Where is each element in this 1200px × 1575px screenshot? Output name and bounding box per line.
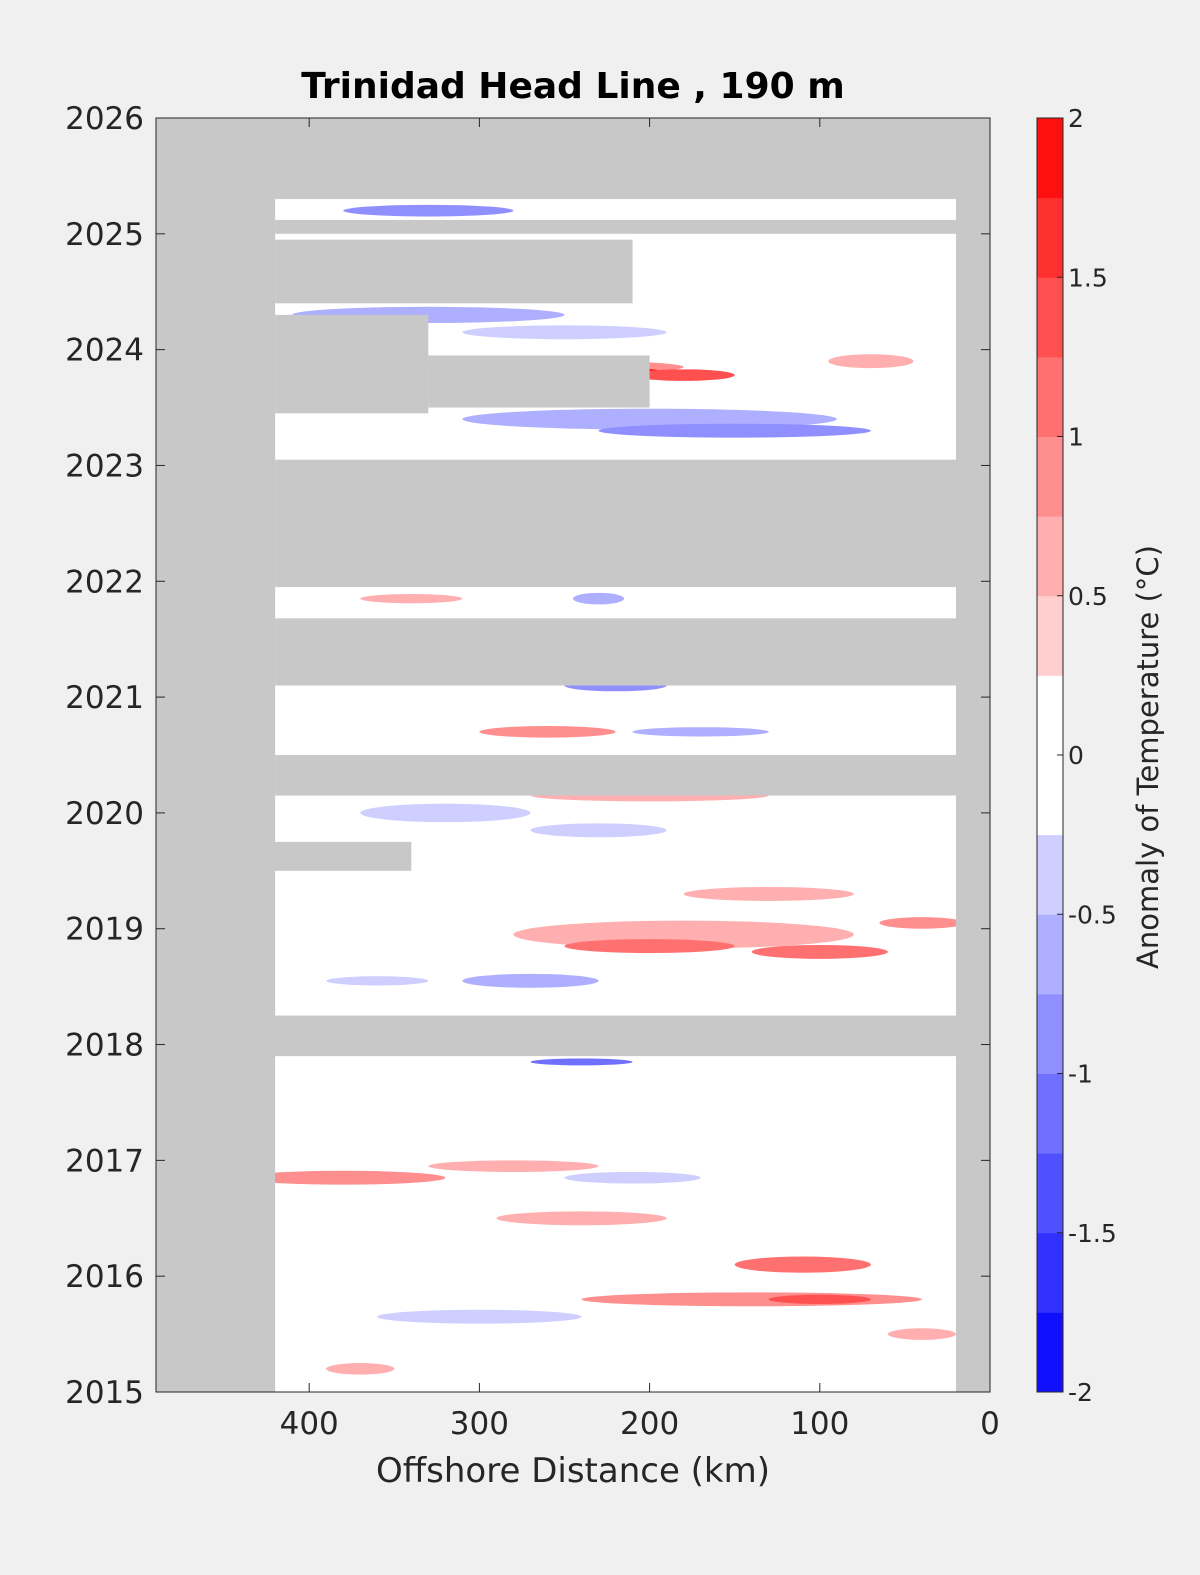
nodata-region xyxy=(275,239,633,304)
y-tick-label: 2019 xyxy=(65,912,144,948)
x-axis: 400 300 200 100 0 xyxy=(280,118,1000,1442)
nodata-region xyxy=(156,1015,990,1057)
nodata-region xyxy=(156,841,412,871)
anomaly-patch xyxy=(241,1170,446,1185)
colorbar-swatch xyxy=(1037,1073,1063,1154)
y-tick-label: 2021 xyxy=(65,680,144,716)
anomaly-patch xyxy=(887,1328,956,1340)
anomaly-patch xyxy=(462,325,667,340)
colorbar-tick-label: 1 xyxy=(1068,423,1084,452)
y-tick-label: 2020 xyxy=(65,796,144,832)
anomaly-patch xyxy=(751,944,888,959)
colorbar-swatch xyxy=(1037,118,1063,199)
colorbar-swatch xyxy=(1037,1232,1063,1313)
y-tick-label: 2016 xyxy=(65,1259,144,1295)
colorbar-swatch xyxy=(1037,834,1063,915)
anomaly-patch xyxy=(428,1160,599,1172)
chart-title: Trinidad Head Line , 190 m xyxy=(301,66,844,107)
y-tick-label: 2022 xyxy=(65,564,144,600)
x-tick-label: 400 xyxy=(280,1406,339,1442)
colorbar-tick-label: 2 xyxy=(1068,104,1084,133)
colorbar-tick-label: -0.5 xyxy=(1068,900,1117,929)
anomaly-patch xyxy=(573,592,625,605)
anomaly-patch xyxy=(683,887,854,901)
colorbar-tick-label: 0 xyxy=(1068,741,1084,770)
y-tick-label: 2018 xyxy=(65,1028,144,1064)
colorbar-tick-label: -1.5 xyxy=(1068,1219,1117,1248)
anomaly-patch xyxy=(734,1256,871,1273)
nodata-region xyxy=(275,314,429,414)
plot-area xyxy=(155,117,991,1393)
anomaly-patch xyxy=(479,726,616,738)
nodata-region xyxy=(275,618,956,686)
y-tick-label: 2023 xyxy=(65,448,144,484)
y-tick-label: 2024 xyxy=(65,333,144,369)
x-tick-label: 100 xyxy=(790,1406,849,1442)
colorbar-swatch xyxy=(1037,914,1063,995)
nodata-region xyxy=(275,459,991,588)
nodata-region xyxy=(156,118,990,200)
colorbar-swatch xyxy=(1037,675,1063,756)
anomaly-patch xyxy=(377,1309,582,1324)
y-tick-label: 2025 xyxy=(65,217,144,253)
nodata-layer xyxy=(156,118,991,1392)
colorbar-swatch xyxy=(1037,277,1063,358)
y-tick-label: 2017 xyxy=(65,1143,144,1179)
colorbar-swatch xyxy=(1037,356,1063,437)
anomaly-patch xyxy=(564,1171,701,1184)
anomaly-patch xyxy=(343,204,514,217)
anomaly-patch xyxy=(598,423,871,438)
x-tick-label: 0 xyxy=(980,1406,1000,1442)
x-tick-label: 200 xyxy=(620,1406,679,1442)
colorbar-swatch xyxy=(1037,755,1063,836)
colorbar-swatch xyxy=(1037,516,1063,597)
anomaly-patch xyxy=(879,917,965,929)
nodata-region xyxy=(275,755,956,796)
x-axis-label: Offshore Distance (km) xyxy=(376,1451,770,1491)
nodata-region xyxy=(428,355,650,408)
x-tick-label: 300 xyxy=(450,1406,509,1442)
anomaly-patch xyxy=(768,1294,871,1304)
y-axis: 2015 2016 2017 2018 2019 2020 2021 2022 2023 2024… xyxy=(65,101,990,1411)
colorbar-swatch xyxy=(1037,1153,1063,1234)
anomaly-patch xyxy=(530,823,667,838)
anomaly-patch xyxy=(462,973,599,988)
nodata-region xyxy=(156,795,276,1392)
anomaly-patch xyxy=(632,369,735,381)
colorbar-tick-label: 0.5 xyxy=(1068,582,1108,611)
colorbar: -2 -1.5 -1 -0.5 0 0.5 1 1.5 2 xyxy=(1036,104,1117,1407)
colorbar-swatch xyxy=(1037,595,1063,676)
colorbar-swatch xyxy=(1037,993,1063,1074)
colorbar-tick-label: -1 xyxy=(1068,1060,1093,1089)
anomaly-patch xyxy=(496,1211,667,1226)
plot-frame xyxy=(155,117,991,1393)
colorbar-label: Anomaly of Temperature (°C) xyxy=(1131,545,1165,969)
colorbar-swatch xyxy=(1037,1312,1063,1393)
anomaly-patch xyxy=(326,1363,395,1375)
anomaly-patch xyxy=(360,803,531,823)
nodata-region xyxy=(156,199,276,796)
anomaly-patch xyxy=(564,939,735,954)
anomaly-patch xyxy=(530,1058,633,1066)
anomaly-patch xyxy=(326,976,429,986)
y-tick-label: 2026 xyxy=(65,101,144,137)
nodata-region xyxy=(275,219,956,234)
colorbar-tick-label: -2 xyxy=(1068,1378,1093,1407)
anomaly-patch xyxy=(632,727,769,737)
colorbar-swatch xyxy=(1037,436,1063,517)
colorbar-swatch xyxy=(1037,197,1063,278)
colorbar-tick-label: 1.5 xyxy=(1068,263,1108,292)
anomaly-patch xyxy=(828,354,914,369)
anomaly-patch xyxy=(360,594,463,604)
y-tick-label: 2015 xyxy=(65,1375,144,1411)
nodata-region xyxy=(955,118,990,1392)
